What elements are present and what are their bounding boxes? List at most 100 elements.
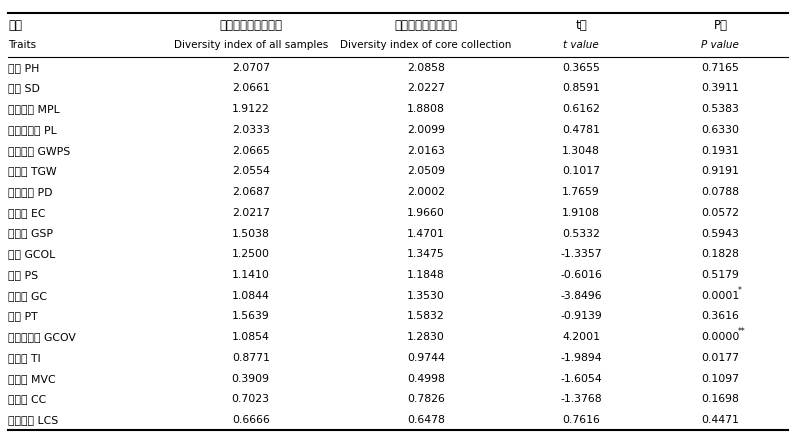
Text: 0.0177: 0.0177	[701, 353, 739, 363]
Text: Diversity index of core collection: Diversity index of core collection	[340, 41, 512, 50]
Text: 稗形 PT: 稗形 PT	[8, 311, 37, 321]
Text: 茎丑 SD: 茎丑 SD	[8, 83, 40, 93]
Text: 2.0217: 2.0217	[232, 208, 270, 218]
Text: 0.5332: 0.5332	[562, 228, 600, 239]
Text: 上稗两长度 PL: 上稗两长度 PL	[8, 125, 57, 135]
Text: 4.2001: 4.2001	[562, 332, 600, 342]
Text: 1.4701: 1.4701	[407, 228, 445, 239]
Text: 0.9744: 0.9744	[407, 353, 445, 363]
Text: 0.1828: 0.1828	[701, 249, 739, 259]
Text: P値: P値	[713, 19, 728, 32]
Text: 0.0001: 0.0001	[701, 291, 739, 301]
Text: 0.1931: 0.1931	[701, 146, 739, 156]
Text: 0.1097: 0.1097	[701, 374, 739, 384]
Text: 幼出叶色 LCS: 幼出叶色 LCS	[8, 415, 58, 425]
Text: 0.4471: 0.4471	[701, 415, 739, 425]
Text: 0.1698: 0.1698	[701, 394, 739, 404]
Text: 分蜆性 TI: 分蜆性 TI	[8, 353, 41, 363]
Text: 0.5383: 0.5383	[701, 104, 739, 114]
Text: 2.0227: 2.0227	[407, 83, 445, 93]
Text: 1.9660: 1.9660	[407, 208, 445, 218]
Text: 茅秆色 CC: 茅秆色 CC	[8, 394, 46, 404]
Text: 0.1017: 0.1017	[562, 166, 600, 176]
Text: 0.3655: 0.3655	[562, 63, 600, 73]
Text: Diversity index of all samples: Diversity index of all samples	[174, 41, 328, 50]
Text: 粒色 GCOL: 粒色 GCOL	[8, 249, 55, 259]
Text: 粒形 PS: 粒形 PS	[8, 270, 38, 280]
Text: 1.5038: 1.5038	[232, 228, 270, 239]
Text: 上稗长度 MPL: 上稗长度 MPL	[8, 104, 60, 114]
Text: 2.0002: 2.0002	[407, 187, 445, 197]
Text: t値: t値	[576, 19, 587, 32]
Text: 1.0844: 1.0844	[232, 291, 270, 301]
Text: 0.7826: 0.7826	[407, 394, 445, 404]
Text: 2.0707: 2.0707	[232, 63, 270, 73]
Text: 0.8591: 0.8591	[562, 83, 600, 93]
Text: 2.0554: 2.0554	[232, 166, 270, 176]
Text: 0.0000: 0.0000	[701, 332, 739, 342]
Text: 0.0788: 0.0788	[701, 187, 739, 197]
Text: 株高 PH: 株高 PH	[8, 63, 39, 73]
Text: 主脉色 MVC: 主脉色 MVC	[8, 374, 56, 384]
Text: 0.9191: 0.9191	[701, 166, 739, 176]
Text: 全生育期 PD: 全生育期 PD	[8, 187, 53, 197]
Text: 千粒车 TGW: 千粒车 TGW	[8, 166, 57, 176]
Text: 0.8771: 0.8771	[232, 353, 270, 363]
Text: Traits: Traits	[8, 41, 36, 50]
Text: t value: t value	[564, 41, 599, 50]
Text: 角皮率 EC: 角皮率 EC	[8, 208, 45, 218]
Text: 1.3048: 1.3048	[562, 146, 600, 156]
Text: 1.2500: 1.2500	[232, 249, 270, 259]
Text: 1.9122: 1.9122	[232, 104, 270, 114]
Text: -0.6016: -0.6016	[560, 270, 602, 280]
Text: 2.0509: 2.0509	[407, 166, 445, 176]
Text: 所有样本多样性指数: 所有样本多样性指数	[219, 19, 283, 32]
Text: 1.3475: 1.3475	[407, 249, 445, 259]
Text: -3.8496: -3.8496	[560, 291, 602, 301]
Text: -1.3357: -1.3357	[560, 249, 602, 259]
Text: 2.0665: 2.0665	[232, 146, 270, 156]
Text: 1.0854: 1.0854	[232, 332, 270, 342]
Text: -0.9139: -0.9139	[560, 311, 602, 321]
Text: 1.7659: 1.7659	[562, 187, 600, 197]
Text: 0.7023: 0.7023	[232, 394, 270, 404]
Text: 2.0661: 2.0661	[232, 83, 270, 93]
Text: 2.0163: 2.0163	[407, 146, 445, 156]
Text: P value: P value	[701, 41, 739, 50]
Text: 胚点色 GC: 胚点色 GC	[8, 291, 47, 301]
Text: 1.8808: 1.8808	[407, 104, 445, 114]
Text: 0.3616: 0.3616	[701, 311, 739, 321]
Text: *: *	[738, 286, 741, 295]
Text: -1.6054: -1.6054	[560, 374, 602, 384]
Text: 0.6330: 0.6330	[701, 125, 739, 135]
Text: 0.6162: 0.6162	[562, 104, 600, 114]
Text: -1.3768: -1.3768	[560, 394, 602, 404]
Text: 1.3530: 1.3530	[407, 291, 445, 301]
Text: 2.0333: 2.0333	[232, 125, 270, 135]
Text: 2.0687: 2.0687	[232, 187, 270, 197]
Text: -1.9894: -1.9894	[560, 353, 602, 363]
Text: 0.0572: 0.0572	[701, 208, 739, 218]
Text: **: **	[738, 328, 745, 336]
Text: 0.4998: 0.4998	[407, 374, 445, 384]
Text: 0.6666: 0.6666	[232, 415, 270, 425]
Text: 1.5639: 1.5639	[232, 311, 270, 321]
Text: 1.2830: 1.2830	[407, 332, 445, 342]
Text: 核心种质多样性指数: 核心种质多样性指数	[394, 19, 458, 32]
Text: 着壳率 GSP: 着壳率 GSP	[8, 228, 53, 239]
Text: 2.0858: 2.0858	[407, 63, 445, 73]
Text: 0.5943: 0.5943	[701, 228, 739, 239]
Text: 性状: 性状	[8, 19, 22, 32]
Text: 0.6478: 0.6478	[407, 415, 445, 425]
Text: 2.0099: 2.0099	[407, 125, 445, 135]
Text: 1.5832: 1.5832	[407, 311, 445, 321]
Text: 0.3911: 0.3911	[701, 83, 739, 93]
Text: 节稗粒盘 GWPS: 节稗粒盘 GWPS	[8, 146, 70, 156]
Text: 0.3909: 0.3909	[232, 374, 270, 384]
Text: 胚壳包被度 GCOV: 胚壳包被度 GCOV	[8, 332, 76, 342]
Text: 0.7616: 0.7616	[562, 415, 600, 425]
Text: 1.1410: 1.1410	[232, 270, 270, 280]
Text: 0.7165: 0.7165	[701, 63, 739, 73]
Text: 0.5179: 0.5179	[701, 270, 739, 280]
Text: 1.9108: 1.9108	[562, 208, 600, 218]
